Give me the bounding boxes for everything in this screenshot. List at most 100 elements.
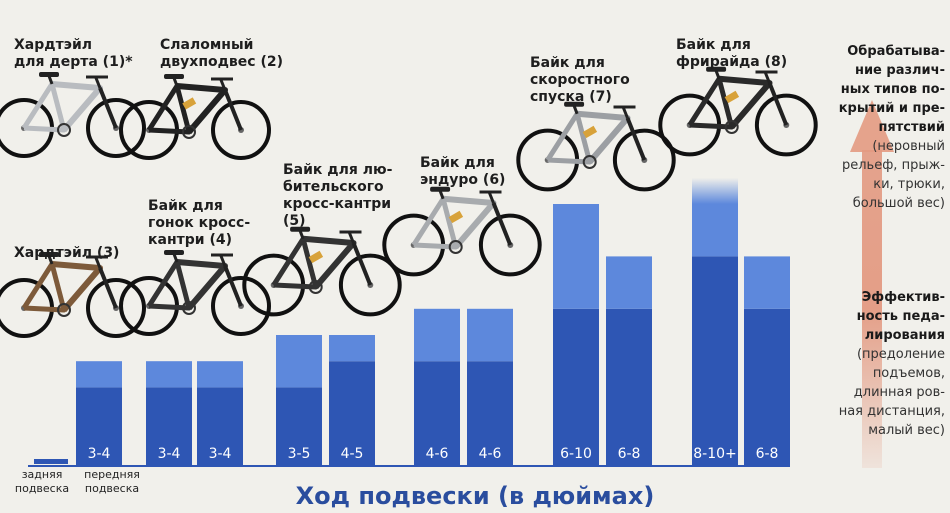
bike-2-saddle [164,74,184,79]
bike-3-chainring [57,303,71,317]
legend-rear: задняя подвеска [14,468,70,495]
bike-8-fork [767,82,789,126]
bar-rear-2-range [146,361,192,388]
bike-4-front-wheel [211,276,271,336]
bike-5-shock [308,250,324,264]
bike-5-seatpost [298,230,305,240]
bike-6-chainring [448,240,463,254]
bike-4-chainring [182,301,196,315]
bar-rear-4-base [414,361,460,466]
bike-2-shock [182,97,197,110]
bike-3-stem [94,257,102,269]
bar-rear-5-range [553,204,599,309]
bike-label-2: Слаломный двухподвес (2) [160,37,283,70]
side-top-note: (неровный рельеф, прыж- ки, трюки, больш… [841,139,945,211]
bike-8-front-wheel [754,93,818,157]
bar-front-3-range [329,335,375,362]
bike-3-saddle [39,252,59,257]
legend-front: передняя подвеска [84,468,140,495]
bar-front-6-range [744,256,790,309]
bike-4-saddle [164,250,184,255]
bar-front-5-label: 6-8 [618,446,641,462]
bike-5-fork [351,242,373,286]
bar-front-2-base [197,387,243,466]
bike-2-front-wheel [211,100,271,160]
bike-1-chainring [57,123,71,137]
bar-rear-1 [34,459,68,464]
bike-8-shock [724,90,740,104]
bar-front-2-range [197,361,243,388]
bike-8-saddle [706,66,727,72]
bike-1-seatpost [47,75,54,85]
gradient-arrow-shaft [862,150,882,468]
bike-6-fork [491,202,513,246]
bar-front-6-label: 6-8 [756,446,779,462]
bar-rear-6-label: 8-10+ [693,446,737,462]
side-bottom-heading: Эффектив- ность педа- лирования [856,290,945,343]
bike-3-front-wheel [86,278,146,338]
bike-5-stem [348,232,355,244]
bike-6-stem [488,192,495,204]
side-bottom-note: (предоление подъемов, длинная ров- ная д… [838,347,945,438]
bar-rear-4-label: 4-6 [426,446,449,462]
bike-6-saddle [430,186,451,192]
bike-3-rear-triangle [21,261,67,313]
bike-8-stem [764,72,771,84]
bar-front-1-label: 3-4 [88,446,111,462]
bike-6-front-wheel [478,213,542,277]
bar-rear-6-range [692,204,738,257]
side-note-bottom: Эффектив- ность педа- лирования (предоле… [800,288,945,440]
bike-6-rear-triangle [411,196,459,250]
bike-8-seatpost [714,70,721,80]
bar-rear-3-base [276,387,322,466]
bar-rear-5-label: 6-10 [560,446,592,462]
bike-7-shock [582,125,598,139]
bar-front-3-label: 4-5 [341,446,364,462]
bike-7-seatpost [572,105,579,115]
bike-label-3: Хардтэйл (3) [14,245,120,261]
bike-2-fork [223,89,243,131]
bike-4-rear-triangle [146,259,192,311]
bar-rear-4-range [414,308,460,362]
bar-front-1-range [76,361,122,388]
bike-2-chainring [182,125,196,139]
bar-rear-6-plus [692,177,738,204]
bike-5-saddle [290,226,311,232]
bar-rear-3-label: 3-5 [288,446,311,462]
bike-8-chainring [724,120,739,134]
bar-front-4-label: 4-6 [479,446,502,462]
bike-6-shock [448,210,464,224]
bike-label-8: Байк для фрирайда (8) [676,37,788,70]
bike-6-seatpost [438,190,445,200]
bike-4-seatpost [172,253,179,263]
bike-7-saddle [564,101,585,107]
bike-2-rear-triangle [146,83,192,135]
x-axis-label: Ход подвески (в дюймах) [295,482,655,510]
gradient-arrow-head [850,100,894,152]
bike-5-rear-triangle [271,236,319,290]
bike-label-4: Байк для гонок кросс- кантри (4) [148,198,251,248]
bar-rear-2-label: 3-4 [158,446,181,462]
bar-rear-5-base [553,308,599,466]
bar-front-1-base [76,387,122,466]
bike-label-1: Хардтэйл для дерта (1)* [14,37,133,70]
bar-front-4-base [467,361,513,466]
bike-1-front-wheel [86,98,146,158]
bike-label-7: Байк для скоростного спуска (7) [530,55,630,105]
bike-1-fork [98,87,118,129]
bike-4-stem [219,255,227,267]
bike-8-rear-triangle [687,76,735,130]
bike-label-6: Байк для эндуро (6) [420,155,506,188]
bike-7-fork [625,117,647,161]
bar-front-3-base [329,361,375,466]
bike-2-stem [219,79,227,91]
bar-front-5-range [606,256,652,309]
bike-7-chainring [582,155,597,169]
bike-3-fork [98,267,118,309]
bike-5-front-wheel [338,253,402,317]
bike-7-rear-triangle [545,111,593,165]
bike-7-stem [622,107,629,119]
bike-5-chainring [308,280,323,294]
bar-rear-2-base [146,387,192,466]
